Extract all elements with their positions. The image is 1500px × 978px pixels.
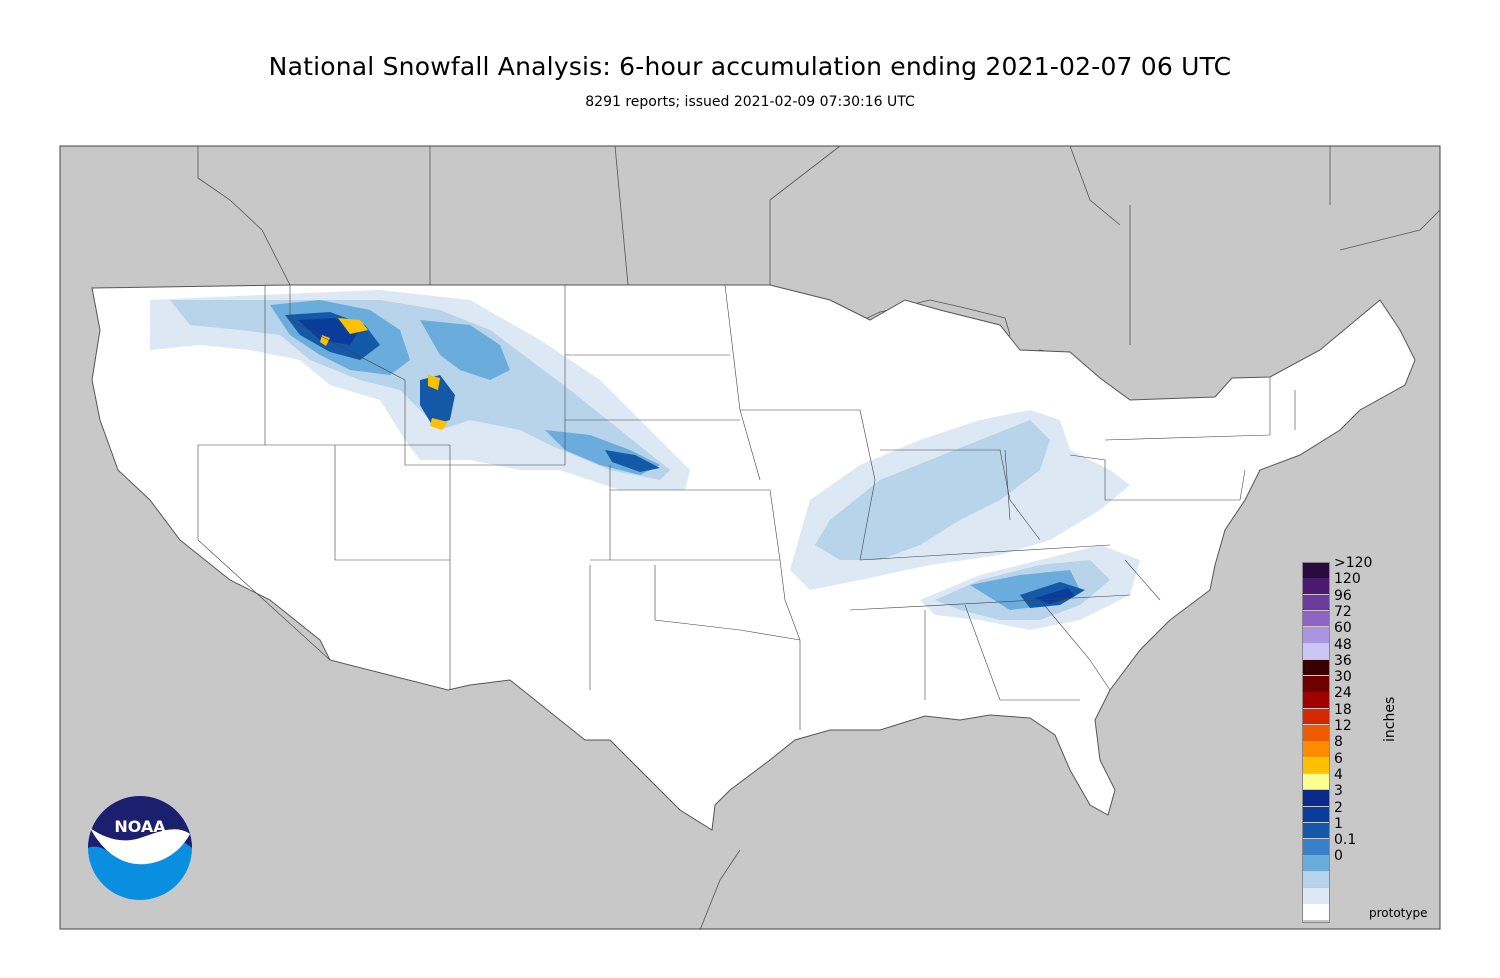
legend-swatch <box>1302 839 1329 855</box>
state-borders <box>197 284 1296 730</box>
legend-swatch <box>1302 725 1329 741</box>
legend-swatch <box>1302 773 1329 790</box>
map-subtitle: 8291 reports; issued 2021-02-09 07:30:16… <box>585 94 915 110</box>
legend-label: 24 <box>1334 685 1352 702</box>
legend-label: 0.1 <box>1334 832 1357 849</box>
legend-swatch <box>1302 610 1329 627</box>
legend-units: inches <box>1382 696 1398 742</box>
legend-label: 48 <box>1334 636 1352 653</box>
legend-swatch <box>1302 855 1329 871</box>
legend-swatch <box>1302 676 1329 692</box>
legend-label: >120 <box>1334 555 1373 571</box>
legend-swatch <box>1302 806 1329 822</box>
legend-swatch <box>1302 757 1329 774</box>
noaa-logo-text: NOAA <box>114 817 166 836</box>
legend-swatch <box>1302 562 1329 578</box>
legend-swatch <box>1302 643 1329 659</box>
legend-label: 4 <box>1334 766 1343 783</box>
noaa-logo: NOAA <box>88 796 192 900</box>
legend-label: 18 <box>1334 701 1352 718</box>
legend-label: 96 <box>1334 587 1352 604</box>
legend-label: 0 <box>1334 848 1343 865</box>
legend-swatch <box>1302 871 1329 888</box>
legend-swatch <box>1302 692 1329 708</box>
legend-swatch <box>1302 904 1329 920</box>
map-title: National Snowfall Analysis: 6-hour accum… <box>268 52 1232 81</box>
legend-swatch <box>1302 578 1329 594</box>
legend-swatch <box>1302 822 1329 839</box>
legend-label: 6 <box>1334 750 1343 767</box>
prototype-note: prototype <box>1369 906 1428 920</box>
snow-6 <box>320 318 448 430</box>
legend-swatch <box>1302 741 1329 757</box>
legend-label: 120 <box>1334 571 1361 588</box>
legend-label: 30 <box>1334 669 1352 686</box>
legend-label: 1 <box>1334 815 1343 832</box>
legend-label: 8 <box>1334 734 1343 751</box>
legend-swatch <box>1302 790 1329 806</box>
legend-label: 2 <box>1334 799 1343 816</box>
legend-label: 3 <box>1334 783 1343 800</box>
legend-swatch <box>1302 659 1329 676</box>
neighbor-boundaries <box>197 145 1441 931</box>
legend-label: 60 <box>1334 620 1352 637</box>
legend-swatch <box>1302 888 1329 904</box>
legend-label: 12 <box>1334 718 1352 734</box>
legend-swatch <box>1302 627 1329 643</box>
legend-frame <box>1302 562 1330 923</box>
legend-swatch <box>1302 594 1329 611</box>
legend-swatch <box>1302 708 1329 725</box>
legend-label: 36 <box>1334 652 1352 669</box>
legend-label: 72 <box>1334 603 1352 620</box>
